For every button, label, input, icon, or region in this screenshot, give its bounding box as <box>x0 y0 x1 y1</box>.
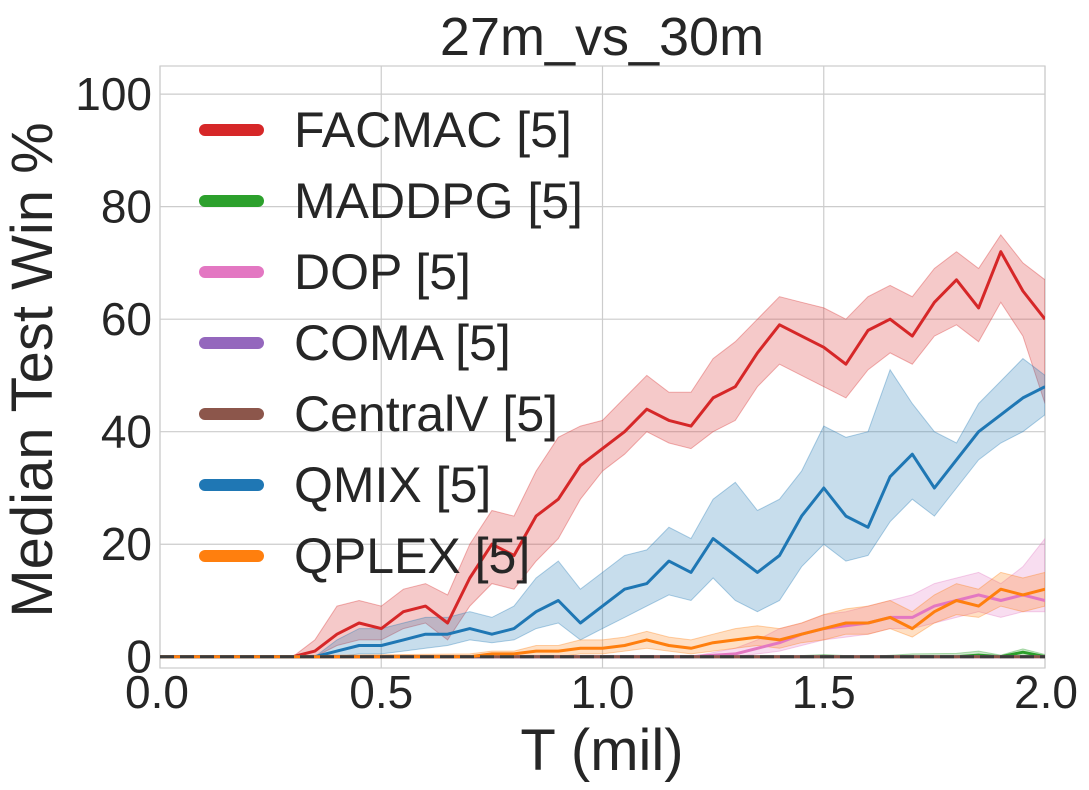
facmac-line <box>160 250 1045 659</box>
x-tick-labels: 0.0 0.5 1.0 1.5 2.0 <box>125 666 1078 718</box>
legend-label-centralv: CentralV [5] <box>294 386 558 442</box>
legend: FACMAC [5] MADDPG [5] DOP [5] COMA [5] Centr… <box>199 102 583 584</box>
y-tick-label: 100 <box>75 68 152 120</box>
qmix-band <box>160 357 1045 658</box>
x-tick-label: 1.0 <box>571 666 635 718</box>
x-axis-label: T (mil) <box>520 718 683 783</box>
plot-frame <box>159 65 1046 669</box>
x-tick-label: 2.0 <box>1014 666 1078 718</box>
chart-title: 27m_vs_30m <box>440 7 764 67</box>
grid <box>159 66 1046 668</box>
legend-label-facmac: FACMAC [5] <box>294 102 572 158</box>
y-tick-label: 80 <box>101 181 152 233</box>
x-tick-label: 0.5 <box>349 666 413 718</box>
y-tick-label: 0 <box>126 631 152 683</box>
qplex-band <box>160 571 1045 658</box>
x-tick-label: 1.5 <box>792 666 856 718</box>
series-lines <box>160 250 1045 659</box>
y-tick-label: 20 <box>101 518 152 570</box>
x-tick-label: 0.0 <box>125 666 189 718</box>
legend-label-qmix: QMIX [5] <box>294 457 491 513</box>
legend-label-qplex: QPLEX [5] <box>294 528 530 584</box>
y-tick-label: 60 <box>101 293 152 345</box>
legend-label-dop: DOP [5] <box>294 244 471 300</box>
legend-label-maddpg: MADDPG [5] <box>294 173 583 229</box>
qplex-line <box>160 587 1045 659</box>
y-tick-labels: 0 20 40 60 80 100 <box>75 68 152 683</box>
legend-label-coma: COMA [5] <box>294 315 511 371</box>
facmac-band <box>160 233 1045 658</box>
qmix-line <box>160 385 1045 659</box>
y-axis-label: Median Test Win % <box>0 122 65 617</box>
y-tick-label: 40 <box>101 406 152 458</box>
